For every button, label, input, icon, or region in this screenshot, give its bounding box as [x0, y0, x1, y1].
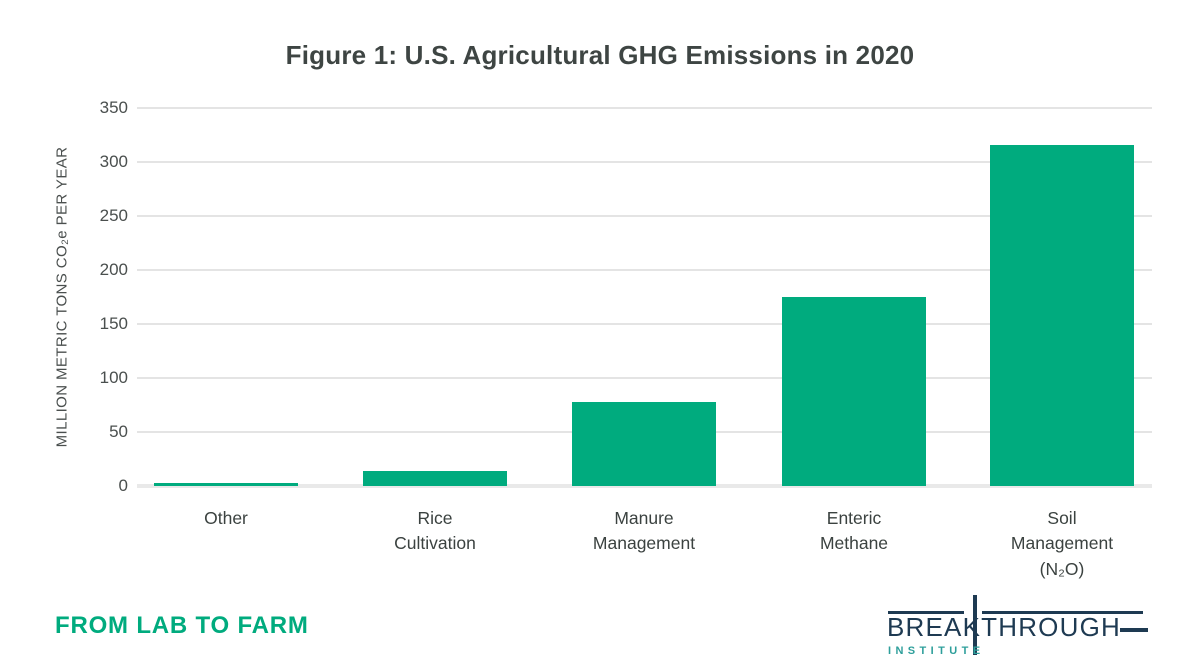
y-tick-label: 250	[99, 206, 128, 225]
breakthrough-logo: BREAKTHROUGH INSTITUTE	[880, 592, 1160, 662]
x-category-label: Soil Management (N₂O)	[1010, 508, 1114, 579]
bar-manure	[572, 401, 716, 486]
y-tick-label: 150	[99, 314, 128, 333]
tagline: FROM LAB TO FARM	[55, 612, 309, 639]
bar-soil	[990, 144, 1134, 486]
logo-strike-line	[1120, 628, 1148, 632]
logo-overline-left	[888, 611, 964, 614]
x-category-label: Manure Management	[592, 508, 696, 554]
bar-rice	[363, 470, 507, 486]
y-tick-label: 350	[99, 98, 128, 117]
y-tick-label: 200	[99, 260, 128, 279]
gridline	[137, 215, 1152, 217]
x-category-label: Rice Cultivation	[394, 508, 476, 554]
x-category-label: Enteric Methane	[819, 508, 889, 554]
logo-wordmark: BREAKTHROUGH	[887, 612, 1121, 642]
x-category-label: Other	[204, 508, 248, 528]
plot-area	[137, 107, 1152, 488]
y-tick-label: 300	[99, 152, 128, 171]
gridline	[137, 377, 1152, 379]
logo-overline-right	[982, 611, 1143, 614]
logo-subtext: INSTITUTE	[888, 645, 985, 657]
logo-vertical-bar	[973, 595, 977, 655]
bar-enteric	[782, 297, 926, 486]
x-axis-baseline	[137, 484, 1152, 488]
gridline	[137, 107, 1152, 109]
y-tick-label: 100	[99, 368, 128, 387]
gridline	[137, 323, 1152, 325]
y-tick-label: 50	[109, 422, 128, 441]
y-tick-label: 0	[118, 476, 128, 495]
gridline	[137, 269, 1152, 271]
gridline	[137, 161, 1152, 163]
y-axis-label: MILLION METRIC TONS CO₂e PER YEAR	[53, 146, 71, 448]
chart-title: Figure 1: U.S. Agricultural GHG Emission…	[285, 40, 915, 70]
bar-other	[154, 482, 298, 486]
